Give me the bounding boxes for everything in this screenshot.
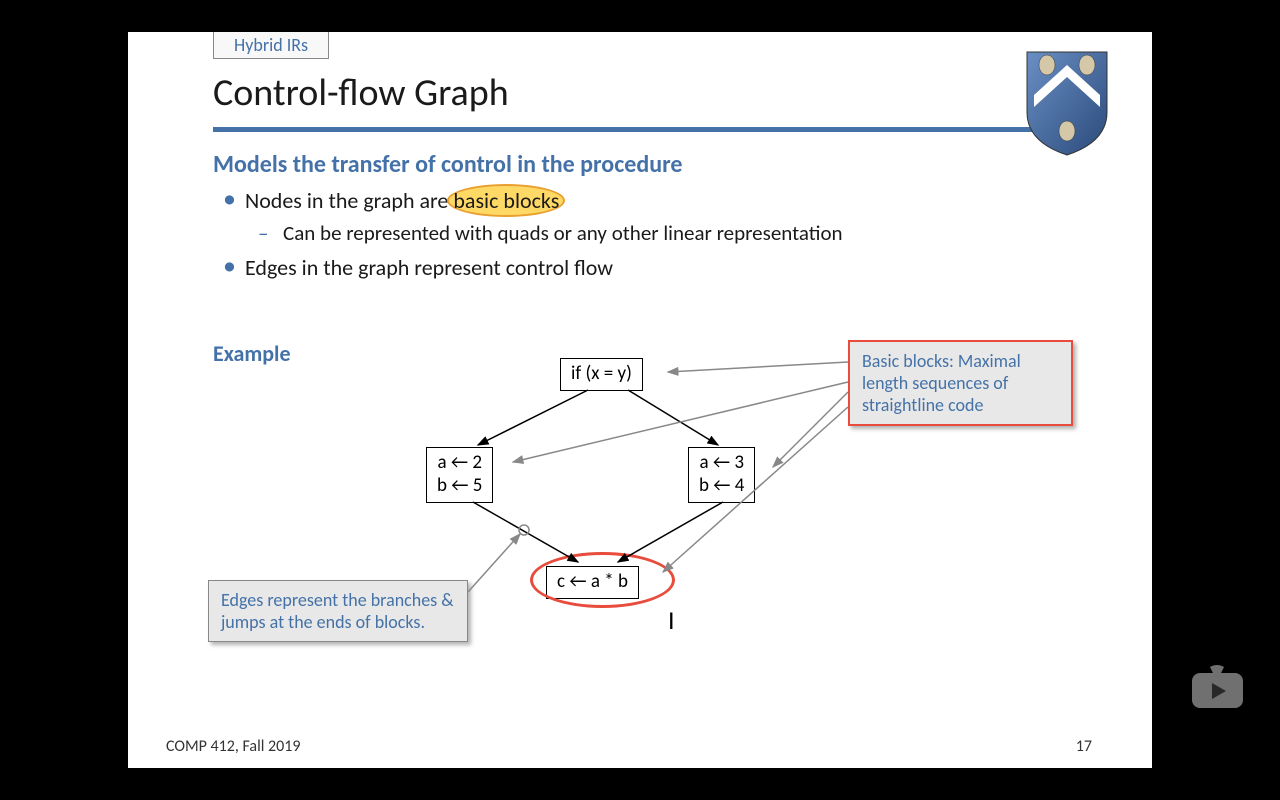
slide: Hybrid IRs Control-flow Graph Models the…	[128, 32, 1152, 768]
node-right: a ← 3 b ← 4	[688, 447, 755, 503]
footer-page-number: 17	[1076, 737, 1092, 756]
red-ellipse-annotation	[530, 552, 675, 608]
play-icon[interactable]	[1190, 665, 1245, 710]
footer-left: COMP 412, Fall 2019	[166, 737, 300, 756]
bullet-2: Edges in the graph represent control flo…	[223, 254, 1053, 281]
subtitle: Models the transfer of control in the pr…	[213, 150, 682, 179]
tab-label: Hybrid IRs	[213, 32, 329, 59]
logo-shield	[1022, 47, 1112, 157]
divider	[213, 127, 1068, 132]
example-label: Example	[213, 340, 291, 367]
bullet-1-text: Nodes in the graph are	[245, 187, 453, 214]
node-if: if (x = y)	[560, 358, 643, 391]
bullet-1: Nodes in the graph are basic blocks	[223, 187, 1053, 214]
subbullet-1: Can be represented with quads or any oth…	[223, 220, 1053, 246]
node-left: a ← 2 b ← 5	[426, 447, 493, 503]
text-cursor-icon: I	[668, 604, 675, 636]
callout-edges: Edges represent the branches & jumps at …	[208, 580, 468, 642]
bullet-list: Nodes in the graph are basic blocks Can …	[223, 187, 1053, 287]
page-title: Control-flow Graph	[213, 70, 509, 116]
highlight-basic-blocks: basic blocks	[453, 187, 559, 214]
callout-basic-blocks: Basic blocks: Maximal length sequences o…	[848, 340, 1073, 426]
